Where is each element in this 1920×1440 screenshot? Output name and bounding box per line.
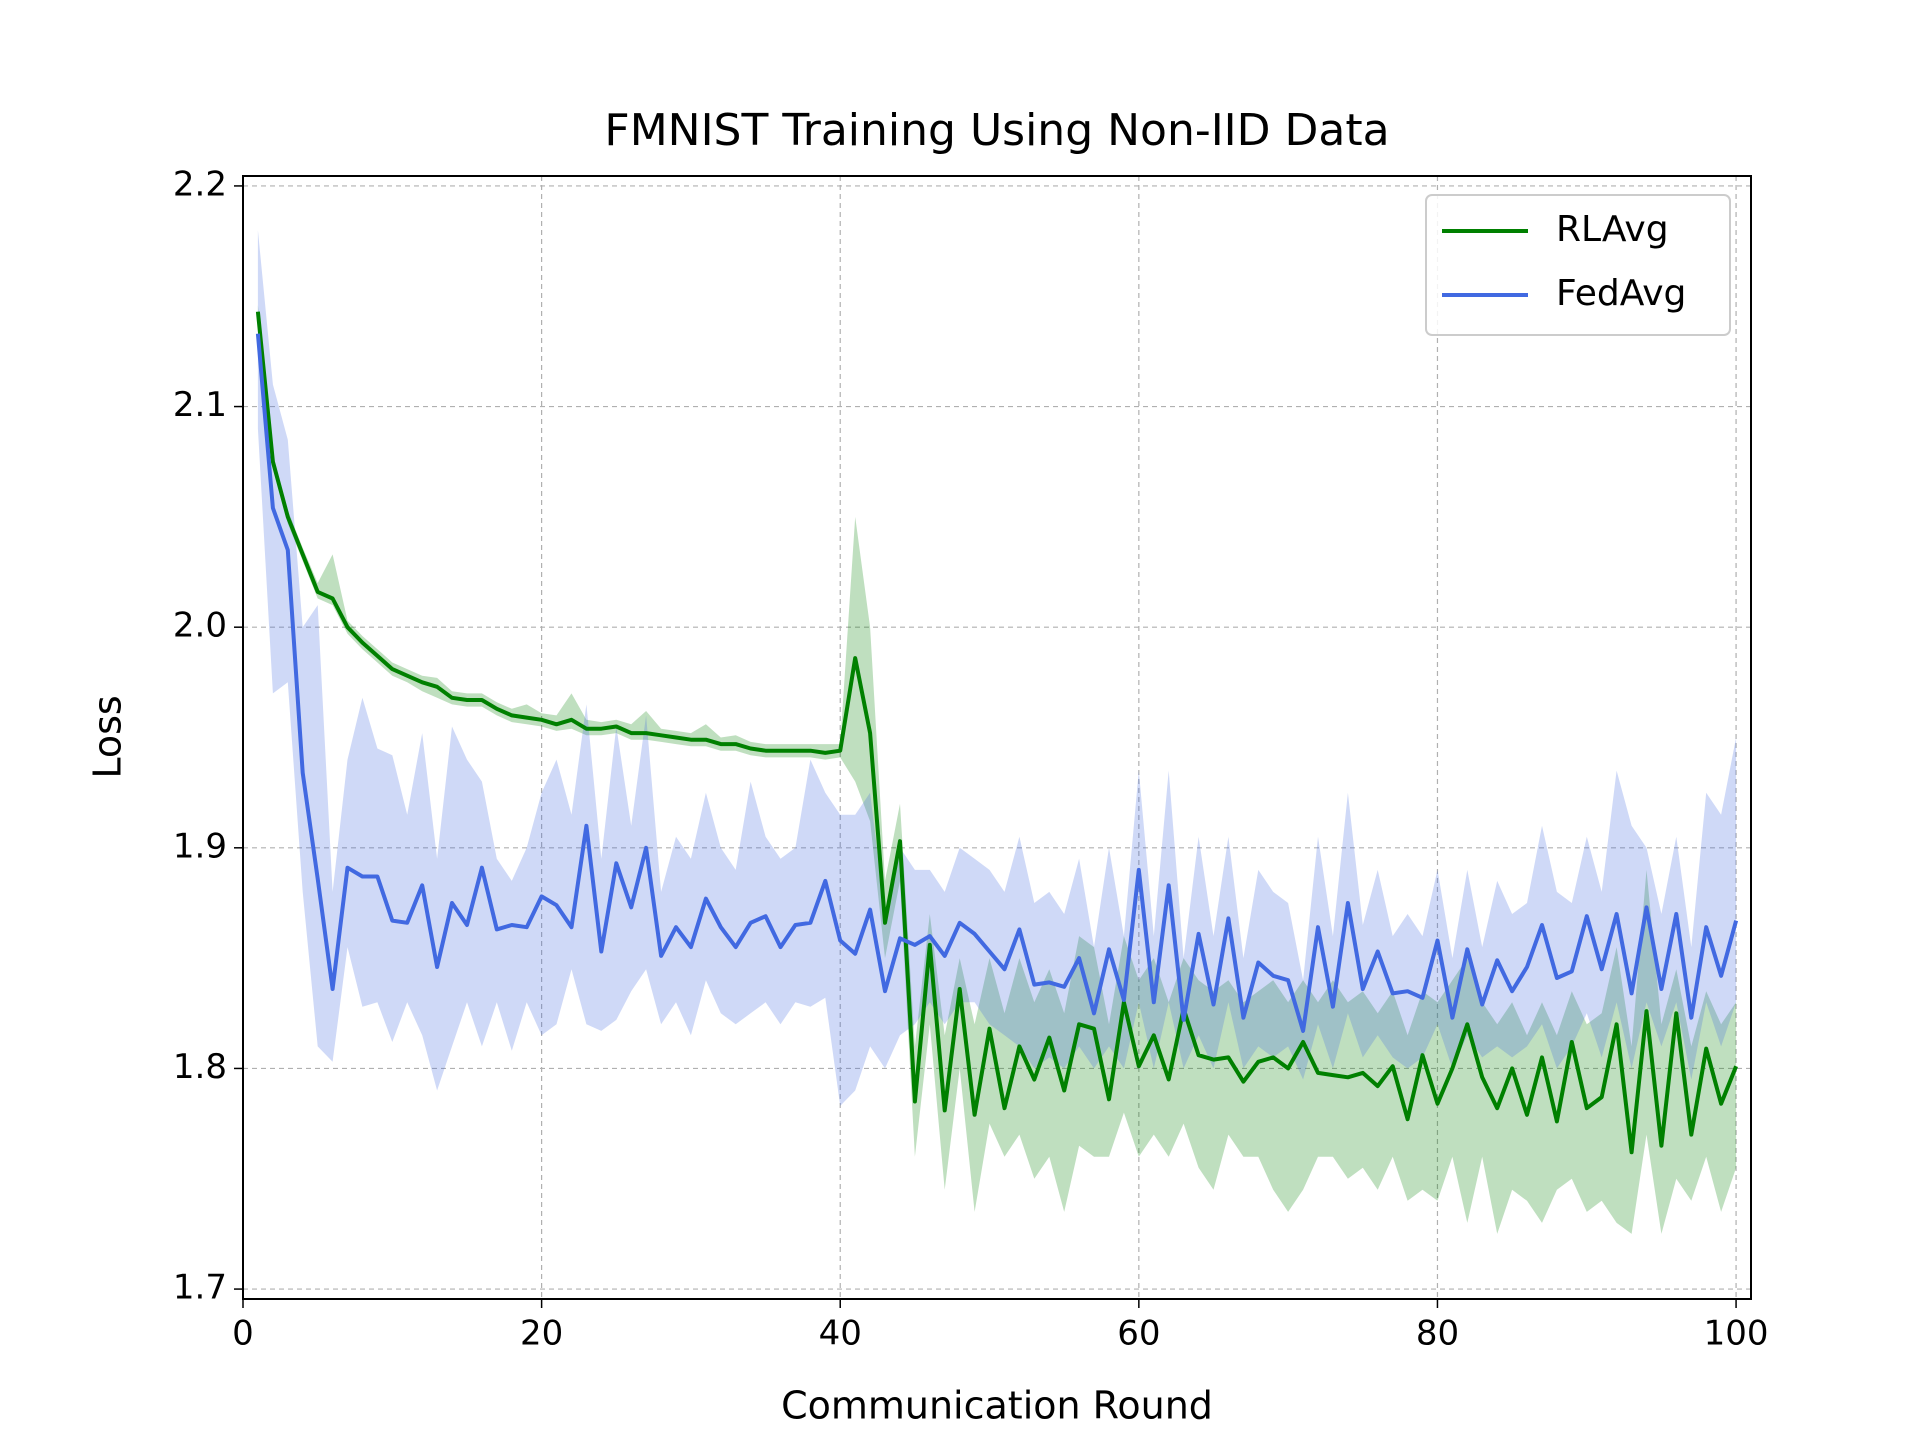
y-tick-label: 2.1 (173, 385, 227, 425)
y-tick-label: 1.7 (173, 1268, 227, 1308)
y-axis-label: Loss (86, 695, 130, 778)
y-tick-label: 2.2 (173, 164, 227, 204)
line (255, 311, 1738, 1155)
band (257, 305, 1737, 1234)
legend-label: FedAvg (1556, 273, 1686, 314)
x-tick-label: 100 (1704, 1314, 1769, 1354)
line (255, 333, 1739, 1033)
chart-title: FMNIST Training Using Non-IID Data (604, 105, 1389, 156)
band (257, 230, 1737, 1106)
x-axis-label: Communication Round (781, 1384, 1213, 1428)
axes-frame (242, 175, 1752, 1300)
x-tick-label: 20 (520, 1314, 563, 1354)
x-tick-label: 60 (1117, 1314, 1160, 1354)
y-tick-label: 1.8 (173, 1047, 227, 1087)
x-tick-label: 0 (232, 1314, 254, 1354)
y-tick-label: 1.9 (173, 826, 227, 866)
legend-label: RLAvg (1556, 209, 1669, 250)
x-tick-label: 40 (819, 1314, 862, 1354)
x-tick-label: 80 (1416, 1314, 1459, 1354)
legend: RLAvg FedAvg (1425, 194, 1731, 336)
y-tick-label: 2.0 (173, 606, 227, 646)
